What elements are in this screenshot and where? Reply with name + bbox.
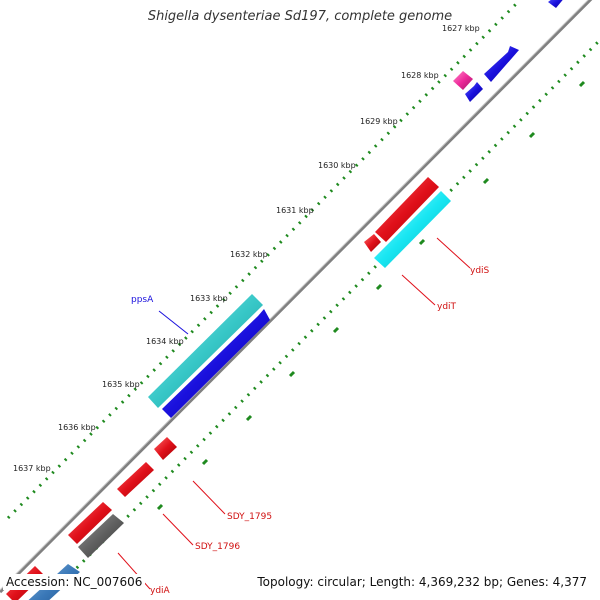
gene-label-ppsA: ppsA xyxy=(131,295,154,305)
gene-pseudo[interactable] xyxy=(78,514,124,558)
gene-label-sdy1796: SDY_1796 xyxy=(195,542,240,552)
genome-summary-label: Topology: circular; Length: 4,369,232 bp… xyxy=(254,574,590,590)
gene-labels: ppsA ydiS ydiT SDY_1795 SDY_1796 ydiA xyxy=(131,266,490,596)
gene-reverse-upper[interactable] xyxy=(154,437,177,460)
gene-top-edge[interactable] xyxy=(548,0,566,8)
forward-genes xyxy=(6,0,566,600)
tick-label-1629: 1629 kbp xyxy=(360,117,398,126)
gene-reverse-sdy1795-pair[interactable] xyxy=(117,462,154,497)
tick-label-1635: 1635 kbp xyxy=(102,380,140,389)
gene-label-ydiT: ydiT xyxy=(437,302,457,312)
map-title: Shigella dysenteriae Sd197, complete gen… xyxy=(147,9,453,24)
tick-label-1633: 1633 kbp xyxy=(190,294,228,303)
gene-ydiT-tip[interactable] xyxy=(364,234,381,252)
inner-major-ticks xyxy=(156,80,586,511)
gene-ppsA[interactable] xyxy=(148,294,263,408)
outer-dotted-track xyxy=(6,0,522,520)
gene-ydiT[interactable] xyxy=(375,177,439,242)
tick-label-1634: 1634 kbp xyxy=(146,337,184,346)
gene-forward-1628b[interactable] xyxy=(465,82,483,102)
tick-label-1631: 1631 kbp xyxy=(276,206,314,215)
gene-ppsA-forward[interactable] xyxy=(162,309,270,418)
inner-dotted-track xyxy=(43,38,600,600)
tick-label-1627: 1627 kbp xyxy=(442,24,480,33)
tick-label-1630: 1630 kbp xyxy=(318,161,356,170)
gene-forward-1628a[interactable] xyxy=(484,46,519,82)
tick-label-1632: 1632 kbp xyxy=(230,250,268,259)
gene-highlight-1628[interactable] xyxy=(453,71,473,90)
accession-label: Accession: NC_007606 xyxy=(3,574,146,590)
gene-label-ydiS: ydiS xyxy=(470,266,490,276)
reverse-genes xyxy=(364,177,451,268)
tick-label-1637: 1637 kbp xyxy=(13,464,51,473)
gene-label-ydiA: ydiA xyxy=(150,586,171,596)
gene-ydiS[interactable] xyxy=(374,191,451,268)
tick-label-1628: 1628 kbp xyxy=(401,71,439,80)
gene-label-sdy1795: SDY_1795 xyxy=(227,512,272,522)
tick-label-1636: 1636 kbp xyxy=(58,423,96,432)
gene-reverse-1796[interactable] xyxy=(68,502,112,544)
kbp-tick-labels: 1627 kbp 1628 kbp 1629 kbp 1630 kbp 1631… xyxy=(13,24,480,473)
